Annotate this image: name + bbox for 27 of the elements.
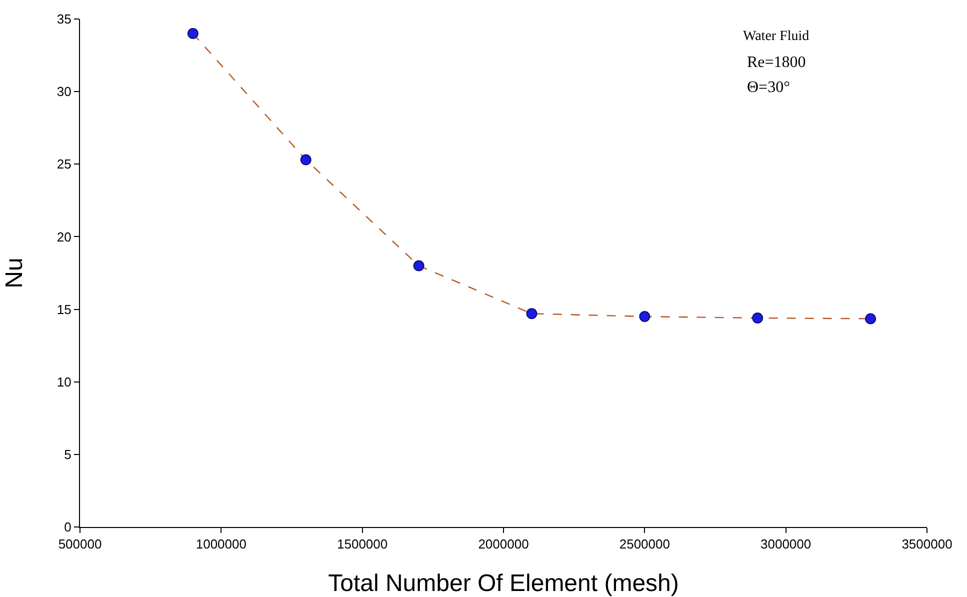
y-tick-label: 25 bbox=[56, 156, 72, 172]
x-tick-label: 2500000 bbox=[619, 536, 670, 552]
point bbox=[300, 154, 312, 166]
y-tick-label: 0 bbox=[64, 520, 72, 535]
x-tick-label: 500000 bbox=[58, 536, 102, 552]
point bbox=[413, 260, 424, 272]
y-tick-label: 30 bbox=[56, 84, 72, 100]
x-axis-title: Total Number Of Element (mesh) bbox=[328, 570, 679, 597]
x-tick-label: 3000000 bbox=[760, 536, 812, 552]
point bbox=[639, 311, 650, 322]
annotation: Water Fluid bbox=[743, 29, 810, 44]
annotation: Re=1800 bbox=[747, 54, 806, 71]
x-tick-label: 2000000 bbox=[478, 536, 529, 552]
y-tick-label: 5 bbox=[64, 446, 72, 462]
point bbox=[526, 308, 538, 320]
y-axis-title: Nu bbox=[1, 258, 28, 288]
y-tick-label: 10 bbox=[56, 374, 72, 390]
y-tick-label: 20 bbox=[56, 229, 72, 244]
point bbox=[752, 312, 764, 324]
x-tick-label: 3500000 bbox=[902, 536, 952, 552]
y-tick-label: 35 bbox=[56, 12, 72, 27]
x-tick-label: 1500000 bbox=[337, 536, 388, 552]
point bbox=[865, 313, 876, 324]
x-tick-label: 1000000 bbox=[196, 536, 246, 552]
y-tick-label: 15 bbox=[56, 302, 72, 317]
annotation: Θ=30° bbox=[747, 79, 790, 96]
point bbox=[187, 28, 198, 40]
